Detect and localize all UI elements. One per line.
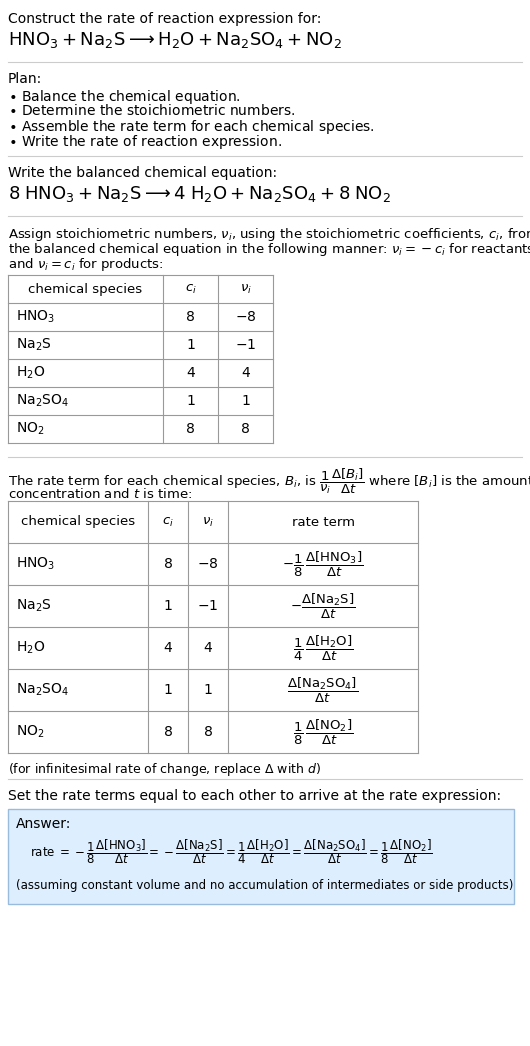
Text: 8: 8 [241,422,250,436]
Text: chemical species: chemical species [29,282,143,296]
Text: (assuming constant volume and no accumulation of intermediates or side products): (assuming constant volume and no accumul… [16,879,514,892]
Text: $c_i$: $c_i$ [162,516,174,528]
Text: 4: 4 [186,366,195,380]
Text: $\mathrm{Na_2SO_4}$: $\mathrm{Na_2SO_4}$ [16,682,69,698]
Text: $-\dfrac{1}{8}\,\dfrac{\Delta[\mathrm{HNO_3}]}{\Delta t}$: $-\dfrac{1}{8}\,\dfrac{\Delta[\mathrm{HN… [282,549,364,578]
Text: Plan:: Plan: [8,72,42,86]
Text: 8: 8 [186,422,195,436]
Text: $\mathrm{HNO_3}$: $\mathrm{HNO_3}$ [16,309,55,325]
Text: (for infinitesimal rate of change, replace $\Delta$ with $d$): (for infinitesimal rate of change, repla… [8,761,321,778]
Text: rate term: rate term [292,516,355,528]
Text: and $\nu_i = c_i$ for products:: and $\nu_i = c_i$ for products: [8,256,164,273]
Text: 1: 1 [186,394,195,408]
Text: $\mathrm{NO_2}$: $\mathrm{NO_2}$ [16,724,45,741]
Text: concentration and $t$ is time:: concentration and $t$ is time: [8,487,192,501]
Text: Construct the rate of reaction expression for:: Construct the rate of reaction expressio… [8,12,321,26]
Text: $\bullet$ Write the rate of reaction expression.: $\bullet$ Write the rate of reaction exp… [8,133,282,151]
Text: 8: 8 [186,310,195,324]
Text: $\bullet$ Assemble the rate term for each chemical species.: $\bullet$ Assemble the rate term for eac… [8,118,375,136]
Text: Answer:: Answer: [16,817,72,831]
Text: $-8$: $-8$ [235,310,257,324]
Text: $\mathrm{H_2O}$: $\mathrm{H_2O}$ [16,365,45,381]
Text: $\bullet$ Balance the chemical equation.: $\bullet$ Balance the chemical equation. [8,88,241,106]
Text: The rate term for each chemical species, $B_i$, is $\dfrac{1}{\nu_i}\dfrac{\Delt: The rate term for each chemical species,… [8,467,530,496]
Text: $\mathrm{8\;HNO_3 + Na_2S \longrightarrow 4\;H_2O + Na_2SO_4 + 8\;NO_2}$: $\mathrm{8\;HNO_3 + Na_2S \longrightarro… [8,184,391,204]
FancyBboxPatch shape [8,809,514,904]
Text: Write the balanced chemical equation:: Write the balanced chemical equation: [8,166,277,180]
Text: $\dfrac{\Delta[\mathrm{Na_2SO_4}]}{\Delta t}$: $\dfrac{\Delta[\mathrm{Na_2SO_4}]}{\Delt… [287,676,358,705]
Text: rate $= -\dfrac{1}{8}\dfrac{\Delta[\mathrm{HNO_3}]}{\Delta t}= -\dfrac{\Delta[\m: rate $= -\dfrac{1}{8}\dfrac{\Delta[\math… [30,837,432,866]
Text: $\dfrac{1}{4}\,\dfrac{\Delta[\mathrm{H_2O}]}{\Delta t}$: $\dfrac{1}{4}\,\dfrac{\Delta[\mathrm{H_2… [293,634,353,662]
Text: Assign stoichiometric numbers, $\nu_i$, using the stoichiometric coefficients, $: Assign stoichiometric numbers, $\nu_i$, … [8,226,530,243]
Text: 1: 1 [164,683,172,697]
Text: 4: 4 [241,366,250,380]
Text: 8: 8 [204,725,213,740]
Text: $-1$: $-1$ [197,599,219,613]
Text: $\mathrm{NO_2}$: $\mathrm{NO_2}$ [16,420,45,437]
Text: $\mathrm{Na_2S}$: $\mathrm{Na_2S}$ [16,598,51,614]
Text: $\nu_i$: $\nu_i$ [202,516,214,528]
Text: $\bullet$ Determine the stoichiometric numbers.: $\bullet$ Determine the stoichiometric n… [8,103,295,118]
Text: $\nu_i$: $\nu_i$ [240,282,251,296]
Text: 1: 1 [186,338,195,353]
Text: 1: 1 [204,683,213,697]
Text: 1: 1 [241,394,250,408]
Text: $\mathrm{HNO_3}$: $\mathrm{HNO_3}$ [16,555,55,572]
Text: 4: 4 [204,641,213,655]
Text: $\mathrm{HNO_3 + Na_2S \longrightarrow H_2O + Na_2SO_4 + NO_2}$: $\mathrm{HNO_3 + Na_2S \longrightarrow H… [8,30,342,50]
Text: $\mathrm{H_2O}$: $\mathrm{H_2O}$ [16,640,45,656]
Text: $-8$: $-8$ [197,558,219,571]
Text: $\mathrm{Na_2SO_4}$: $\mathrm{Na_2SO_4}$ [16,393,69,409]
Text: 4: 4 [164,641,172,655]
Text: chemical species: chemical species [21,516,135,528]
Text: the balanced chemical equation in the following manner: $\nu_i = -c_i$ for react: the balanced chemical equation in the fo… [8,241,530,258]
Text: $\dfrac{1}{8}\,\dfrac{\Delta[\mathrm{NO_2}]}{\Delta t}$: $\dfrac{1}{8}\,\dfrac{\Delta[\mathrm{NO_… [293,718,353,747]
Text: 8: 8 [164,725,172,740]
Text: Set the rate terms equal to each other to arrive at the rate expression:: Set the rate terms equal to each other t… [8,789,501,803]
Text: $-1$: $-1$ [235,338,256,353]
Text: $-\dfrac{\Delta[\mathrm{Na_2S}]}{\Delta t}$: $-\dfrac{\Delta[\mathrm{Na_2S}]}{\Delta … [290,591,356,620]
Text: 1: 1 [164,599,172,613]
Text: 8: 8 [164,558,172,571]
Text: $c_i$: $c_i$ [184,282,197,296]
Text: $\mathrm{Na_2S}$: $\mathrm{Na_2S}$ [16,337,51,354]
